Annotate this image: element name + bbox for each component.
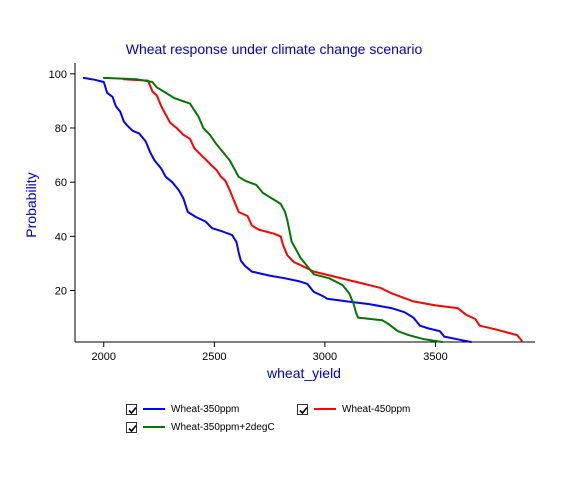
- legend-checkbox-wheat-350ppm[interactable]: [126, 403, 137, 415]
- legend-swatch-wheat-350ppm-2degc: [143, 426, 165, 428]
- x-tick-label: 2500: [202, 351, 226, 363]
- legend-checkbox-wheat-450ppm[interactable]: [297, 403, 308, 415]
- y-axis-label: Probability: [23, 172, 39, 237]
- checkmark-icon: [128, 406, 137, 414]
- y-tick-label: 20: [55, 286, 67, 298]
- y-tick-label: 80: [55, 123, 67, 135]
- legend-label-wheat-350ppm: Wheat-350ppm: [171, 403, 240, 415]
- legend-label-wheat-350ppm-2degc: Wheat-350ppm+2degC: [171, 421, 275, 433]
- y-tick-label: 100: [49, 69, 67, 81]
- plot-area: 2000 2500 3000 3500 20 40 60 80 100: [49, 63, 535, 363]
- legend-item-wheat-450ppm[interactable]: Wheat-450ppm: [297, 401, 410, 417]
- legend-swatch-wheat-350ppm: [143, 408, 165, 410]
- y-ticks: 20 40 60 80 100: [49, 69, 75, 298]
- x-tick-label: 2000: [92, 351, 116, 363]
- legend-label-wheat-450ppm: Wheat-450ppm: [342, 403, 411, 415]
- x-tick-label: 3500: [423, 351, 447, 363]
- series-line-wheat-350ppm: [82, 76, 472, 343]
- checkmark-icon: [128, 424, 137, 432]
- series-line-wheat-450ppm: [122, 78, 523, 342]
- legend-checkbox-wheat-350ppm-2degc[interactable]: [126, 421, 137, 433]
- y-tick-label: 60: [55, 177, 67, 189]
- chart-title: Wheat response under climate change scen…: [126, 41, 423, 57]
- checkmark-icon: [299, 406, 308, 414]
- x-tick-label: 3000: [313, 351, 337, 363]
- x-ticks: 2000 2500 3000 3500: [92, 342, 448, 363]
- series-line-wheat-350ppm-2degc: [102, 76, 444, 343]
- legend-item-wheat-350ppm[interactable]: Wheat-350ppm: [126, 401, 239, 417]
- legend-item-wheat-350ppm-2degc[interactable]: Wheat-350ppm+2degC: [126, 419, 275, 435]
- legend-swatch-wheat-450ppm: [314, 408, 336, 410]
- y-tick-label: 40: [55, 231, 67, 243]
- x-axis-label: wheat_yield: [266, 365, 341, 381]
- series-lines: [82, 76, 523, 343]
